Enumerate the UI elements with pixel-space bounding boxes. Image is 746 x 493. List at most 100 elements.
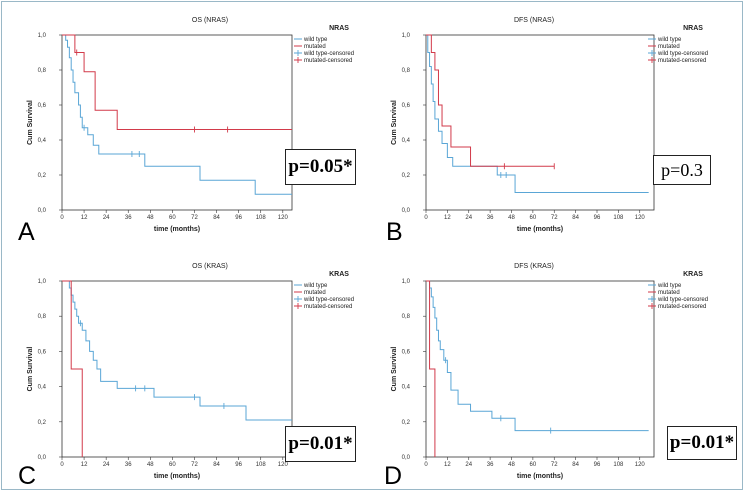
x-tick-label-a: 0 xyxy=(60,215,64,221)
x-tick-label-c: 96 xyxy=(235,462,242,468)
y-tick-label-d: 0,6 xyxy=(402,349,411,355)
y-tick-label-d: 0,8 xyxy=(402,314,411,320)
legend-item-b: wild type xyxy=(657,37,682,43)
km-panel-c: OS (KRAS) 0,0 0,2 0,4 0,6 0,8 1,0 0 12 24 36 48 60 72… xyxy=(27,263,354,480)
y-tick-label-a: 0,4 xyxy=(38,138,47,144)
x-tick-label-b: 120 xyxy=(635,215,646,221)
panel-label-d: D xyxy=(384,462,403,490)
x-axis-label-d: time (months) xyxy=(517,473,563,480)
panel-label-a: A xyxy=(18,218,35,246)
legend-item-b: wild type-censored xyxy=(657,51,708,57)
x-axis-label-c: time (months) xyxy=(154,473,200,480)
y-tick-label-b: 0,6 xyxy=(402,103,411,109)
km-panel-d: DFS (KRAS) 0,0 0,2 0,4 0,6 0,8 1,0 0 12 24 36 48 60 7… xyxy=(391,263,708,480)
x-tick-label-c: 24 xyxy=(103,462,110,468)
legend-title-a: NRAS xyxy=(329,25,349,32)
x-axis-label-a: time (months) xyxy=(154,226,200,233)
x-tick-label-d: 96 xyxy=(594,462,601,468)
y-tick-label-c: 0,8 xyxy=(38,314,47,320)
km-curve-wild-c xyxy=(62,280,292,421)
y-tick-label-a: 0,6 xyxy=(38,103,47,109)
plot-area-a xyxy=(61,34,293,211)
x-tick-label-d: 12 xyxy=(444,462,451,468)
x-tick-label-d: 36 xyxy=(487,462,494,468)
x-tick-label-d: 0 xyxy=(424,462,428,468)
x-tick-label-a: 72 xyxy=(191,215,198,221)
panel-label-b: B xyxy=(386,218,403,246)
km-curve-mut-d xyxy=(426,280,436,457)
chart-title-a: OS (NRAS) xyxy=(192,17,228,24)
y-axis-label-c: Cum Survival xyxy=(27,347,34,392)
legend-item-c: mutated xyxy=(304,290,326,296)
x-tick-label-d: 60 xyxy=(530,462,537,468)
x-tick-label-c: 120 xyxy=(278,462,289,468)
x-tick-label-a: 120 xyxy=(278,215,289,221)
x-tick-label-c: 108 xyxy=(256,462,267,468)
x-tick-label-d: 24 xyxy=(465,462,472,468)
legend-item-d: wild type xyxy=(657,283,682,289)
legend-item-a: wild type-censored xyxy=(303,51,354,57)
x-tick-label-d: 72 xyxy=(551,462,558,468)
km-curve-wild-b xyxy=(426,34,649,193)
x-tick-label-d: 48 xyxy=(508,462,515,468)
pvalue-box-a: p=0.05* xyxy=(285,149,356,185)
km-curve-mut-c xyxy=(62,280,83,457)
y-tick-label-d: 0,0 xyxy=(402,455,411,461)
x-tick-label-b: 84 xyxy=(572,215,579,221)
y-tick-label-d: 0,2 xyxy=(402,420,411,426)
km-panel-a: OS (NRAS) 0,0 0,2 0,4 0,6 0,8 1,0 0 12 24 36 48 60 72… xyxy=(27,17,354,233)
x-tick-label-a: 24 xyxy=(103,215,110,221)
x-tick-label-b: 60 xyxy=(530,215,537,221)
y-tick-label-a: 1,0 xyxy=(38,33,47,39)
chart-title-d: DFS (KRAS) xyxy=(514,263,554,270)
plot-area-c xyxy=(61,280,293,458)
plot-area-d xyxy=(425,280,655,458)
y-tick-label-c: 1,0 xyxy=(38,279,47,285)
y-tick-label-b: 0,4 xyxy=(402,138,411,144)
y-tick-label-b: 0,8 xyxy=(402,68,411,74)
panel-label-c: C xyxy=(18,462,37,490)
y-tick-label-b: 0,0 xyxy=(402,208,411,214)
x-tick-label-c: 84 xyxy=(213,462,220,468)
legend-item-d: mutated-censored xyxy=(658,304,706,310)
x-tick-label-b: 24 xyxy=(465,215,472,221)
x-tick-label-b: 72 xyxy=(551,215,558,221)
x-tick-label-a: 84 xyxy=(213,215,220,221)
y-tick-label-c: 0,4 xyxy=(38,385,47,391)
x-tick-label-c: 12 xyxy=(81,462,88,468)
x-tick-label-b: 108 xyxy=(613,215,624,221)
y-axis-label-d: Cum Survival xyxy=(391,347,398,392)
y-tick-label-d: 0,4 xyxy=(402,385,411,391)
y-tick-label-b: 0,2 xyxy=(402,173,411,179)
pvalue-box-b: p=0.3 xyxy=(653,155,711,185)
legend-item-a: wild type xyxy=(303,37,328,43)
km-curve-mut-b xyxy=(426,34,555,167)
x-tick-label-d: 108 xyxy=(613,462,624,468)
x-tick-label-a: 60 xyxy=(169,215,176,221)
pvalue-box-d: p=0.01* xyxy=(667,426,737,460)
x-tick-label-a: 36 xyxy=(125,215,132,221)
y-tick-label-a: 0,8 xyxy=(38,68,47,74)
chart-title-c: OS (KRAS) xyxy=(192,263,228,270)
pvalue-box-c: p=0.01* xyxy=(285,426,356,462)
x-tick-label-c: 72 xyxy=(191,462,198,468)
x-tick-label-b: 96 xyxy=(594,215,601,221)
x-axis-label-b: time (months) xyxy=(517,226,563,233)
legend-title-c: KRAS xyxy=(329,271,349,278)
y-tick-label-c: 0,6 xyxy=(38,349,47,355)
y-tick-label-c: 0,0 xyxy=(38,455,47,461)
x-tick-label-b: 0 xyxy=(424,215,428,221)
legend-item-c: wild type-censored xyxy=(303,297,354,303)
y-tick-label-a: 0,2 xyxy=(38,173,47,179)
legend-item-a: mutated-censored xyxy=(304,58,352,64)
legend-title-b: NRAS xyxy=(683,25,703,32)
x-tick-label-b: 48 xyxy=(508,215,515,221)
legend-item-a: mutated xyxy=(304,44,326,50)
x-tick-label-a: 96 xyxy=(235,215,242,221)
y-axis-label-b: Cum Survival xyxy=(391,100,398,145)
legend-item-d: mutated xyxy=(658,290,680,296)
x-tick-label-b: 12 xyxy=(444,215,451,221)
x-tick-label-a: 48 xyxy=(147,215,154,221)
